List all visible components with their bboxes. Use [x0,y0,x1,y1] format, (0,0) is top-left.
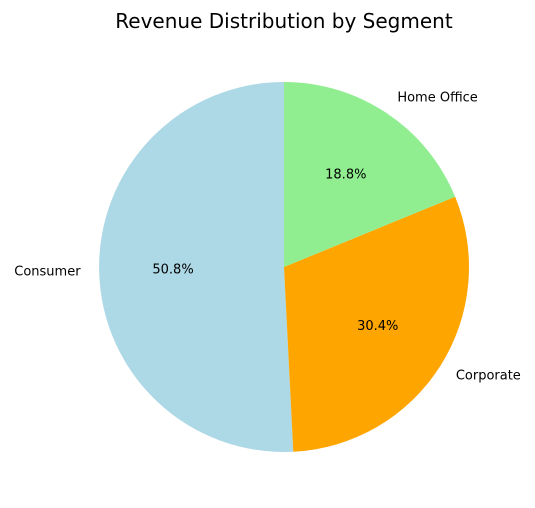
chart-title: Revenue Distribution by Segment [115,9,453,33]
pie-slice-label-home-office: Home Office [397,90,477,105]
pie-slice-label-corporate: Corporate [456,369,521,384]
pie-slice-pct-consumer: 50.8% [152,262,193,277]
pie-slices [99,82,470,453]
pie-slice-corporate [284,196,470,452]
pie-slice-pct-corporate: 30.4% [357,319,398,334]
pie-slice-home-office [284,82,456,267]
pie-slice-label-consumer: Consumer [14,265,81,280]
pie-slice-pct-home-office: 18.8% [325,167,366,182]
pie-labels: 50.8% Consumer 30.4% Corporate 18.8% Home Off… [14,90,521,383]
pie-slice-consumer [99,82,294,453]
